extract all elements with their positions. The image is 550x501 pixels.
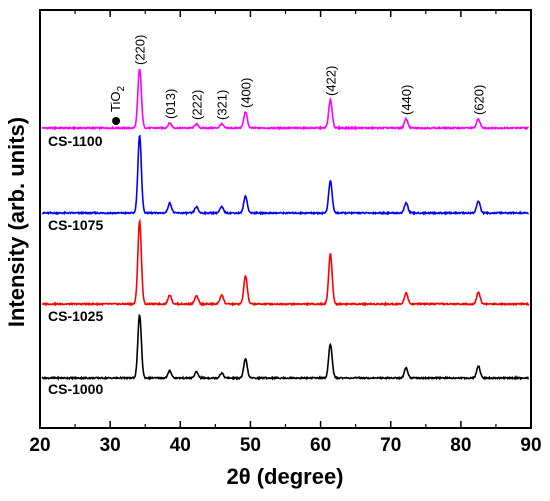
series-label-cs-1025: CS-1025 [48,308,103,324]
peak-label: (440) [399,85,414,115]
tio2-marker-dot [112,117,121,125]
peak-label: (220) [133,35,148,65]
x-tick-label: 50 [240,435,261,456]
peak-label: (620) [471,85,486,115]
x-tick-label: 40 [170,435,191,456]
series-line-cs-1000 [41,313,529,381]
ticks-layer: 20 30 40 50 60 70 80 90 [29,10,542,456]
x-tick-label: 30 [100,435,121,456]
x-tick-label: 90 [520,435,541,456]
series-label-cs-1000: CS-1000 [48,381,103,397]
series-line-cs-1075 [42,134,529,216]
labels-layer: CS-1100 CS-1075 CS-1025 CS-1000 (220) (013) (2… [48,35,486,397]
peak-label: (422) [323,66,338,96]
peak-label: (400) [239,78,254,108]
x-tick-label: 60 [310,435,331,456]
plot-frame [39,9,532,429]
series-line-cs-1100 [41,68,529,131]
series-label-cs-1075: CS-1075 [48,217,103,233]
x-tick-label: 20 [29,435,50,456]
x-tick-label: 70 [380,435,401,456]
series-line-cs-1025 [41,218,530,307]
tio2-marker-label: TiO2 [108,86,127,112]
series-label-cs-1100: CS-1100 [48,133,103,149]
peak-label: (013) [163,89,178,119]
tio2-marker-text: TiO [108,92,123,112]
x-axis-title: 2θ (degree) [226,464,343,489]
x-tick-label: 80 [450,435,471,456]
peak-label: (222) [189,90,204,120]
peak-label: (321) [215,90,230,120]
series-layer [41,68,530,381]
y-axis-title: Intensity (arb. units) [4,117,29,327]
tio2-marker-subscript: 2 [116,86,127,92]
